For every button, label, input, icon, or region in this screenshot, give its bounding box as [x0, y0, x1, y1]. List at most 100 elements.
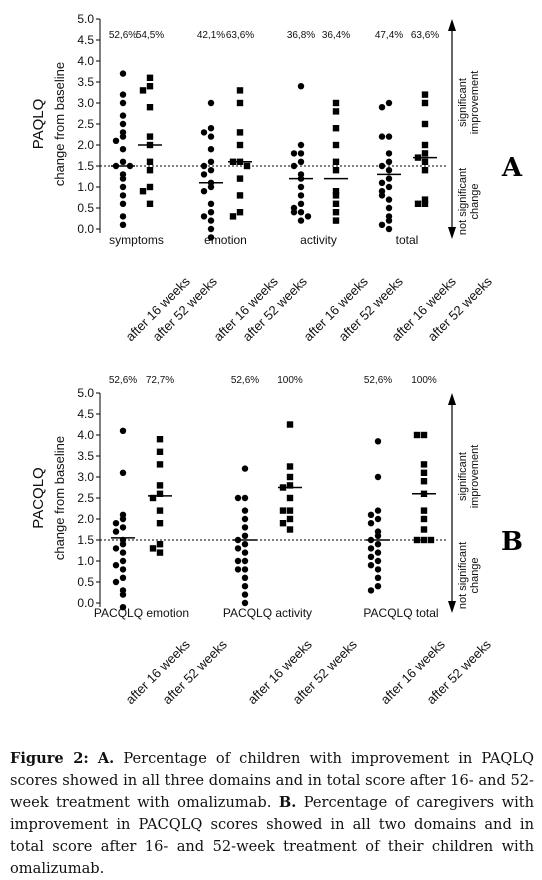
- data-point-square: [420, 515, 428, 523]
- data-point-circle: [119, 146, 127, 153]
- data-point-circle: [200, 171, 208, 178]
- y-tick-label: 0.0: [77, 596, 94, 610]
- side-label-no-change: change: [469, 557, 481, 593]
- data-point-circle: [374, 566, 382, 573]
- data-point-square: [332, 99, 340, 107]
- data-point-circle: [207, 133, 215, 140]
- y-tick-label: 5.0: [77, 386, 94, 400]
- data-point-circle: [378, 133, 386, 140]
- side-label-no-change: not significant: [457, 542, 469, 609]
- data-point-circle: [241, 541, 249, 548]
- data-point-circle: [207, 125, 215, 132]
- side-label-improvement: improvement: [469, 445, 481, 509]
- data-point-circle: [297, 150, 305, 157]
- data-point-square: [286, 494, 294, 502]
- y-tick-label: 4.5: [77, 407, 94, 421]
- data-point-circle: [374, 541, 382, 548]
- percent-label: 54,5%: [136, 30, 164, 41]
- data-point-circle: [297, 209, 305, 216]
- y-tick-label: 2.5: [77, 491, 94, 505]
- percent-label: 52,6%: [231, 375, 259, 386]
- data-point-square: [279, 507, 287, 514]
- data-point-circle: [119, 133, 127, 140]
- data-point-square: [332, 141, 340, 149]
- data-point-circle: [385, 183, 393, 191]
- data-point-circle: [290, 150, 298, 157]
- y-tick-label: 4.0: [77, 54, 94, 68]
- data-point-circle: [119, 112, 127, 119]
- data-point-square: [139, 188, 147, 195]
- data-point-circle: [367, 520, 375, 527]
- data-point-circle: [200, 162, 208, 170]
- data-point-square: [413, 536, 421, 544]
- series-tick-label: after 52 weeks: [160, 636, 231, 707]
- data-point-square: [286, 421, 294, 428]
- data-point-circle: [112, 528, 120, 535]
- y-tick-label: 2.0: [77, 138, 94, 152]
- data-point-square: [421, 141, 429, 149]
- data-point-circle: [119, 557, 127, 565]
- data-point-square: [146, 200, 154, 207]
- data-point-square: [156, 507, 164, 514]
- data-point-circle: [385, 217, 393, 224]
- y-axis-subtitle: change from baseline: [52, 436, 67, 560]
- data-point-square: [156, 541, 164, 548]
- data-point-circle: [297, 83, 305, 90]
- data-point-circle: [241, 591, 249, 598]
- panel-letter: A: [501, 153, 523, 183]
- data-point-circle: [112, 545, 120, 552]
- data-point-circle: [374, 557, 382, 565]
- data-point-square: [413, 431, 421, 439]
- percent-label: 52,6%: [109, 375, 137, 386]
- data-point-circle: [374, 473, 382, 481]
- y-tick-label: 4.5: [77, 33, 94, 47]
- data-point-square: [149, 545, 157, 552]
- data-point-circle: [241, 566, 249, 573]
- data-point-circle: [119, 221, 127, 228]
- data-point-circle: [207, 146, 215, 153]
- data-point-circle: [378, 179, 386, 186]
- caption-b-label: B.: [278, 794, 297, 811]
- y-tick-label: 2.5: [77, 117, 94, 131]
- data-point-square: [146, 167, 154, 174]
- data-point-circle: [385, 225, 393, 233]
- arrow-down-icon: [448, 227, 456, 239]
- arrow-up-icon: [448, 19, 456, 31]
- data-point-square: [286, 482, 294, 489]
- data-point-circle: [374, 583, 382, 590]
- data-point-square: [286, 515, 294, 523]
- domain-label: emotion: [204, 233, 247, 247]
- data-point-circle: [241, 507, 249, 514]
- domain-label: PACQLQ total: [363, 606, 438, 620]
- data-point-circle: [119, 99, 127, 107]
- caption-b-text: Percentage of caregivers with improvemen…: [10, 794, 535, 877]
- data-point-circle: [119, 427, 127, 434]
- data-point-circle: [119, 515, 127, 523]
- data-point-circle: [207, 99, 215, 107]
- chart-panel-a: 0.0 0.5 1.0 1.5 2.0 2.5 3.0 3.5 4.0 4.5 5.0 PAQLQ ch…: [30, 12, 523, 344]
- percent-label: 36,8%: [287, 30, 315, 41]
- data-point-square: [286, 526, 294, 533]
- y-tick-label: 1.0: [77, 554, 94, 568]
- percent-label: 42,1%: [197, 30, 225, 41]
- data-point-circle: [374, 532, 382, 539]
- data-point-square: [243, 162, 251, 170]
- data-point-circle: [374, 438, 382, 445]
- y-tick-label: 3.0: [77, 96, 94, 110]
- data-point-square: [236, 141, 244, 149]
- arrow-up-icon: [448, 393, 456, 405]
- data-point-circle: [112, 520, 120, 527]
- data-point-circle: [112, 562, 120, 569]
- data-point-square: [420, 478, 428, 485]
- data-point-circle: [241, 599, 249, 607]
- data-point-square: [236, 99, 244, 107]
- caption-a-label: A.: [97, 750, 115, 767]
- data-point-circle: [241, 583, 249, 590]
- data-point-square: [421, 150, 429, 157]
- domain-label: symptoms: [109, 233, 164, 247]
- data-point-circle: [207, 183, 215, 191]
- data-point-circle: [304, 213, 312, 220]
- data-point-square: [156, 461, 164, 468]
- data-point-square: [146, 133, 154, 140]
- y-tick-label: 0.0: [77, 222, 94, 236]
